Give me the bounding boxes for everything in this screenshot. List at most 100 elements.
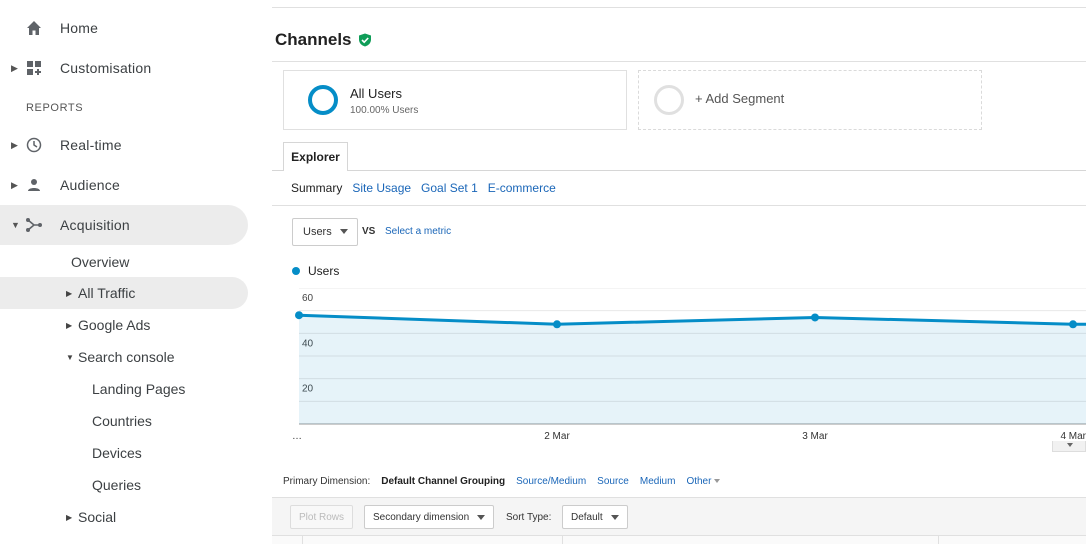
add-segment-button[interactable]: + Add Segment	[638, 70, 982, 130]
segment-empty-ring-icon	[654, 85, 684, 115]
main-content: Channels All Users 100.00% Users + Add S…	[272, 0, 1086, 544]
column-divider	[938, 536, 939, 544]
sidebar-item-devices[interactable]: Devices	[0, 437, 248, 469]
caret-right-icon: ▶	[66, 320, 73, 330]
data-point	[811, 313, 819, 322]
sidebar-item-acquisition[interactable]: ▼ Acquisition	[0, 205, 248, 245]
caret-right-icon: ▶	[11, 139, 18, 150]
segment-percentage: 100.00% Users	[350, 105, 419, 116]
home-icon	[24, 18, 44, 38]
sidebar-item-label: Real-time	[60, 137, 122, 153]
sidebar-item-overview[interactable]: Overview	[0, 246, 248, 278]
secondary-dimension-dropdown[interactable]: Secondary dimension	[364, 505, 495, 529]
metric-select-value: Users	[303, 226, 332, 238]
sidebar-item-google-ads[interactable]: ▶ Google Ads	[0, 309, 248, 341]
sidebar-item-label: Search console	[78, 349, 175, 365]
divider	[272, 61, 1086, 62]
add-segment-label: + Add Segment	[695, 91, 785, 106]
caret-right-icon: ▶	[66, 512, 73, 522]
users-chart: 60 40 20 … 2 Mar 3 Mar 4 Mar	[292, 288, 1086, 442]
segment-ring-icon	[308, 85, 338, 115]
sidebar-item-label: Customisation	[60, 60, 152, 76]
chart-expand-toggle[interactable]	[1052, 441, 1086, 452]
divider	[272, 170, 1086, 171]
x-tick-label: 2 Mar	[544, 431, 570, 442]
vs-label: VS	[362, 226, 376, 237]
dimension-source-medium[interactable]: Source/Medium	[516, 476, 587, 487]
dimension-source[interactable]: Source	[597, 476, 629, 487]
segment-name: All Users	[350, 86, 403, 101]
column-divider	[562, 536, 563, 544]
sidebar-item-countries[interactable]: Countries	[0, 405, 248, 437]
dimension-other-dropdown[interactable]: Other	[686, 476, 720, 487]
sidebar-item-social[interactable]: ▶ Social	[0, 501, 248, 533]
y-tick-label: 60	[302, 293, 314, 304]
secondary-dimension-label: Secondary dimension	[373, 511, 470, 523]
sidebar-item-label: All Traffic	[78, 285, 136, 301]
sidebar-item-label: Social	[78, 509, 117, 525]
sidebar-item-label: Acquisition	[60, 217, 130, 233]
subtab-e-commerce[interactable]: E-commerce	[487, 181, 556, 195]
sidebar-item-label: Countries	[92, 413, 152, 429]
caret-right-icon: ▶	[11, 62, 18, 73]
data-point	[553, 320, 561, 329]
primary-dimension-bar: Primary Dimension: Default Channel Group…	[283, 476, 720, 487]
table-toolbar: Plot Rows Secondary dimension Sort Type:…	[272, 497, 1086, 535]
sidebar-item-label: Overview	[71, 254, 130, 270]
x-tick-label: …	[292, 431, 302, 442]
data-point	[1069, 320, 1077, 329]
sidebar: Home ▶ Customisation REPORTS ▶ Real-time…	[0, 0, 260, 543]
subtab-goal-set-1[interactable]: Goal Set 1	[421, 181, 478, 195]
sidebar-item-label: Audience	[60, 177, 120, 193]
metric-select[interactable]: Users	[292, 218, 358, 246]
acquisition-icon	[24, 215, 44, 235]
sidebar-item-all-traffic[interactable]: ▶ All Traffic	[0, 277, 248, 309]
dashboard-icon	[24, 58, 44, 78]
sidebar-item-label: Google Ads	[78, 317, 151, 333]
sidebar-item-landing-pages[interactable]: Landing Pages	[0, 373, 248, 405]
sidebar-item-realtime[interactable]: ▶ Real-time	[0, 125, 248, 165]
divider	[272, 7, 1086, 8]
tab-explorer[interactable]: Explorer	[283, 142, 348, 171]
explorer-subtabs: Summary Site Usage Goal Set 1 E-commerce	[291, 181, 566, 195]
sidebar-item-label: Devices	[92, 445, 142, 461]
chevron-down-icon	[477, 514, 486, 520]
select-metric-link[interactable]: Select a metric	[385, 226, 452, 237]
page-title: Channels	[275, 30, 372, 50]
sidebar-item-home[interactable]: Home	[0, 8, 248, 48]
sidebar-item-queries[interactable]: Queries	[0, 469, 248, 501]
users-area	[299, 315, 1086, 424]
segment-all-users[interactable]: All Users 100.00% Users	[283, 70, 627, 130]
chevron-down-icon	[610, 514, 619, 520]
clock-icon	[24, 135, 44, 155]
table-header	[272, 535, 1086, 544]
sort-type-dropdown[interactable]: Default	[562, 505, 628, 529]
data-point	[295, 311, 303, 320]
page-title-text: Channels	[275, 30, 352, 49]
sidebar-item-label: Queries	[92, 477, 142, 493]
sidebar-item-label: Landing Pages	[92, 381, 186, 397]
caret-right-icon: ▶	[66, 288, 73, 298]
sort-type-value: Default	[571, 511, 603, 523]
column-divider	[302, 536, 303, 544]
dimension-medium[interactable]: Medium	[639, 476, 676, 487]
x-tick-label: 4 Mar	[1060, 431, 1086, 442]
person-icon	[24, 175, 44, 195]
caret-right-icon: ▶	[11, 179, 18, 190]
sidebar-item-search-console[interactable]: ▼ Search console	[0, 341, 248, 373]
sidebar-item-label: Home	[60, 20, 99, 36]
y-tick-label: 20	[302, 384, 314, 395]
primary-dimension-label: Primary Dimension:	[283, 476, 371, 487]
verified-shield-icon	[358, 33, 371, 47]
reports-heading: REPORTS	[26, 102, 84, 114]
sidebar-item-audience[interactable]: ▶ Audience	[0, 165, 248, 205]
subtab-summary[interactable]: Summary	[291, 181, 343, 195]
sort-type-label: Sort Type:	[506, 512, 552, 523]
y-tick-label: 40	[302, 338, 314, 349]
plot-rows-button[interactable]: Plot Rows	[290, 505, 354, 529]
subtab-site-usage[interactable]: Site Usage	[352, 181, 412, 195]
legend-dot	[292, 267, 300, 275]
sidebar-item-customisation[interactable]: ▶ Customisation	[0, 48, 248, 88]
dimension-default-channel-grouping: Default Channel Grouping	[381, 476, 506, 487]
x-tick-label: 3 Mar	[802, 431, 828, 442]
